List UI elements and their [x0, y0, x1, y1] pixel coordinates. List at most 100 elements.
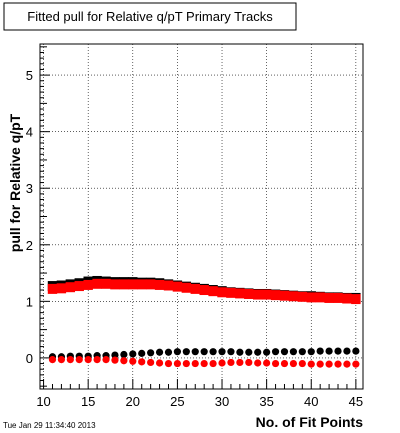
- data-point: [298, 359, 306, 368]
- data-point: [324, 292, 334, 303]
- data-point: [74, 281, 84, 292]
- data-point: [93, 355, 101, 364]
- data-point: [325, 360, 333, 368]
- data-point: [245, 348, 253, 356]
- data-point: [191, 359, 199, 368]
- data-marks: [47, 275, 361, 368]
- data-point: [181, 282, 192, 293]
- data-point: [119, 279, 129, 290]
- data-point: [111, 351, 119, 359]
- data-point: [271, 359, 280, 368]
- y-tick-label: 4: [26, 125, 33, 140]
- data-point: [120, 350, 128, 359]
- data-point: [289, 359, 298, 368]
- y-tick-label: 0: [26, 351, 33, 366]
- x-axis-label: No. of Fit Points: [256, 414, 364, 430]
- timestamp: Tue Jan 29 11:34:40 2013: [3, 421, 96, 430]
- data-point: [297, 291, 308, 302]
- data-point: [289, 348, 298, 356]
- data-point: [172, 281, 183, 292]
- chart-title: Fitted pull for Relative q/pT Primary Tr…: [27, 9, 273, 24]
- data-point: [352, 347, 360, 355]
- data-point: [334, 347, 342, 355]
- x-tick-label: 45: [349, 394, 363, 409]
- data-point: [84, 355, 92, 364]
- data-point: [270, 290, 281, 301]
- data-point: [351, 294, 361, 305]
- data-point: [235, 288, 245, 299]
- data-point: [138, 358, 146, 366]
- data-point: [57, 355, 66, 364]
- data-point: [245, 358, 253, 367]
- x-tick-label: 35: [259, 394, 273, 409]
- data-point: [200, 359, 208, 368]
- data-point: [163, 280, 174, 291]
- data-point: [261, 289, 272, 300]
- data-point: [343, 360, 351, 368]
- data-point: [254, 348, 262, 356]
- data-point: [66, 355, 74, 364]
- data-point: [280, 359, 289, 368]
- data-point: [218, 348, 226, 356]
- data-point: [75, 355, 83, 364]
- data-point: [271, 348, 280, 356]
- data-point: [173, 359, 182, 368]
- data-point: [280, 348, 289, 356]
- data-point: [343, 347, 351, 355]
- data-point: [316, 347, 324, 355]
- x-tick-label: 15: [81, 394, 95, 409]
- data-point: [48, 355, 57, 364]
- data-point: [263, 359, 271, 367]
- data-point: [279, 290, 290, 301]
- y-tick-label: 3: [26, 181, 33, 196]
- chart-title-box: Fitted pull for Relative q/pT Primary Tr…: [3, 2, 297, 31]
- data-point: [47, 283, 58, 294]
- y-tick-label: 5: [26, 68, 33, 83]
- data-point: [263, 348, 271, 356]
- data-point: [334, 360, 342, 368]
- data-point: [217, 287, 227, 298]
- data-point: [226, 287, 236, 298]
- data-point: [209, 348, 217, 356]
- data-point: [333, 292, 343, 303]
- data-point: [218, 359, 226, 367]
- data-point: [253, 289, 263, 300]
- data-point: [101, 278, 111, 289]
- x-tick-label: 20: [126, 394, 140, 409]
- data-point: [254, 359, 262, 367]
- data-point: [227, 358, 235, 367]
- series-1: [47, 278, 361, 305]
- data-point: [342, 293, 352, 304]
- y-axis-label: pull for Relative q/pT: [7, 113, 23, 252]
- data-point: [236, 348, 244, 356]
- data-point: [155, 348, 164, 356]
- data-point: [83, 279, 93, 290]
- data-point: [129, 357, 137, 365]
- data-point: [325, 347, 333, 355]
- data-point: [306, 292, 316, 303]
- x-tick-labels: 10 15 20 25 30 35 40 45: [36, 394, 363, 409]
- series-3: [48, 355, 360, 368]
- data-point: [137, 279, 147, 290]
- data-point: [164, 348, 173, 356]
- data-point: [182, 348, 190, 356]
- data-point: [191, 348, 199, 356]
- data-point: [316, 360, 324, 368]
- data-point: [154, 279, 165, 290]
- data-point: [200, 348, 208, 356]
- data-point: [145, 279, 156, 290]
- data-point: [164, 359, 173, 368]
- data-point: [307, 360, 315, 368]
- data-point: [173, 348, 182, 356]
- y-tick-label: 1: [26, 294, 33, 309]
- data-point: [307, 348, 315, 356]
- data-point: [65, 282, 76, 293]
- data-point: [236, 358, 244, 367]
- data-point: [102, 355, 110, 364]
- data-point: [92, 278, 102, 289]
- data-point: [298, 348, 306, 356]
- data-point: [182, 359, 190, 368]
- data-point: [111, 356, 119, 364]
- axis-ticks: [40, 46, 357, 389]
